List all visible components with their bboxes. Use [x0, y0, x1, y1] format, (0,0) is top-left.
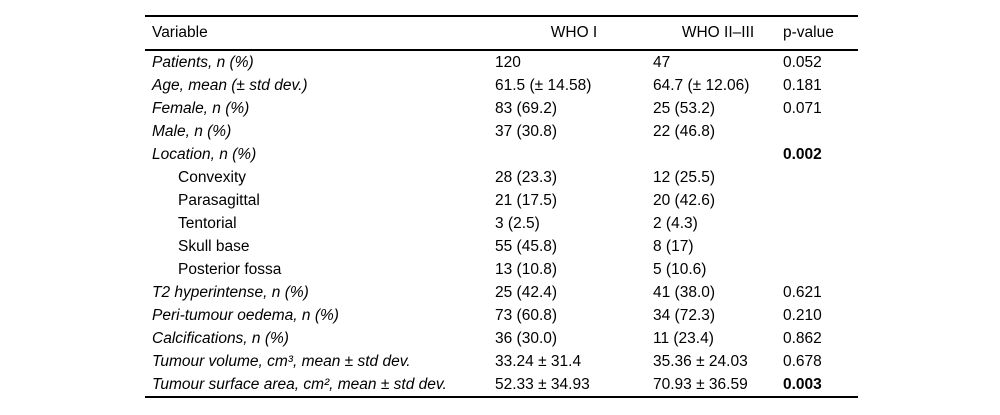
- who-ii-iii-cell: 47: [653, 53, 671, 71]
- table-body: Patients, n (%) 120 47 0.052 Age, mean (± st…: [145, 50, 858, 397]
- table-row: Peri-tumour oedema, n (%) 73 (60.8) 34 (72…: [145, 304, 858, 327]
- p-value-cell: [783, 166, 858, 189]
- table-header: Variable WHO I WHO II–III p-value: [145, 16, 858, 51]
- p-value-cell: 0.621: [783, 283, 822, 301]
- table-row: Male, n (%) 37 (30.8) 22 (46.8): [145, 120, 858, 143]
- table-row: Skull base 55 (45.8) 8 (17): [145, 235, 858, 258]
- variable-cell: Parasagittal: [178, 191, 260, 209]
- who-i-cell: 83 (69.2): [495, 99, 558, 117]
- table-row: Tentorial 3 (2.5) 2 (4.3): [145, 212, 858, 235]
- who-i-cell: 52.33 ± 34.93: [495, 375, 590, 393]
- header-p-value: p-value: [783, 16, 858, 51]
- table-row: Tumour surface area, cm², mean ± std dev…: [145, 373, 858, 397]
- variable-cell: Age, mean (± std dev.): [152, 76, 308, 94]
- variable-cell: Calcifications, n (%): [152, 329, 289, 347]
- p-value-cell: [783, 120, 858, 143]
- who-i-cell: 28 (23.3): [495, 168, 558, 186]
- who-i-cell: 61.5 (± 14.58): [495, 76, 592, 94]
- who-ii-iii-cell: 34 (72.3): [653, 306, 716, 324]
- header-row: Variable WHO I WHO II–III p-value: [145, 16, 858, 51]
- variable-cell: T2 hyperintense, n (%): [152, 283, 309, 301]
- table-row: Patients, n (%) 120 47 0.052: [145, 50, 858, 74]
- who-i-cell: 36 (30.0): [495, 329, 558, 347]
- table-row: Convexity 28 (23.3) 12 (25.5): [145, 166, 858, 189]
- table-row: Tumour volume, cm³, mean ± std dev. 33.24…: [145, 350, 858, 373]
- who-ii-iii-cell: 70.93 ± 36.59: [653, 375, 748, 393]
- p-value-cell: 0.210: [783, 306, 822, 324]
- variable-cell: Male, n (%): [152, 122, 232, 140]
- who-ii-iii-cell: 41 (38.0): [653, 283, 716, 301]
- p-value-cell: 0.862: [783, 329, 822, 347]
- table-row: Location, n (%) 0.002: [145, 143, 858, 166]
- who-ii-iii-cell: 11 (23.4): [653, 329, 714, 347]
- table-row: Parasagittal 21 (17.5) 20 (42.6): [145, 189, 858, 212]
- header-who-ii-iii: WHO II–III: [653, 16, 783, 51]
- who-i-cell: 21 (17.5): [495, 191, 558, 209]
- who-ii-iii-cell: 20 (42.6): [653, 191, 716, 209]
- variable-cell: Location, n (%): [152, 145, 257, 163]
- table-row: T2 hyperintense, n (%) 25 (42.4) 41 (38.0)…: [145, 281, 858, 304]
- who-i-cell: 25 (42.4): [495, 283, 558, 301]
- clinical-characteristics-table: Variable WHO I WHO II–III p-value Patien…: [145, 15, 858, 398]
- who-ii-iii-cell: 25 (53.2): [653, 99, 716, 117]
- who-ii-iii-cell: 5 (10.6): [653, 260, 707, 278]
- p-value-cell: [783, 235, 858, 258]
- table-row: Posterior fossa 13 (10.8) 5 (10.6): [145, 258, 858, 281]
- who-ii-iii-cell: 64.7 (± 12.06): [653, 76, 750, 94]
- who-ii-iii-cell: 8 (17): [653, 237, 694, 255]
- variable-cell: Posterior fossa: [178, 260, 282, 278]
- who-ii-iii-cell: 35.36 ± 24.03: [653, 352, 748, 370]
- header-who-i: WHO I: [495, 16, 653, 51]
- who-i-cell: 120: [495, 53, 521, 71]
- who-ii-iii-cell: 12 (25.5): [653, 168, 716, 186]
- who-i-cell: [495, 143, 653, 166]
- who-i-cell: 13 (10.8): [495, 260, 558, 278]
- p-value-cell: [783, 212, 858, 235]
- p-value-cell: 0.003: [783, 375, 822, 393]
- who-ii-iii-cell: [653, 143, 783, 166]
- who-ii-iii-cell: 22 (46.8): [653, 122, 716, 140]
- variable-cell: Tumour surface area, cm², mean ± std dev…: [152, 375, 447, 393]
- p-value-cell: [783, 258, 858, 281]
- variable-cell: Tumour volume, cm³, mean ± std dev.: [152, 352, 411, 370]
- p-value-cell: [783, 189, 858, 212]
- who-i-cell: 37 (30.8): [495, 122, 558, 140]
- p-value-cell: 0.181: [783, 76, 822, 94]
- variable-cell: Patients, n (%): [152, 53, 254, 71]
- p-value-cell: 0.071: [783, 99, 822, 117]
- variable-cell: Skull base: [178, 237, 250, 255]
- variable-cell: Female, n (%): [152, 99, 250, 117]
- table-row: Age, mean (± std dev.) 61.5 (± 14.58) 64.7…: [145, 74, 858, 97]
- variable-cell: Peri-tumour oedema, n (%): [152, 306, 339, 324]
- who-i-cell: 3 (2.5): [495, 214, 540, 232]
- table-row: Calcifications, n (%) 36 (30.0) 11 (23.4) 0…: [145, 327, 858, 350]
- p-value-cell: 0.052: [783, 53, 822, 71]
- p-value-cell: 0.002: [783, 145, 822, 163]
- who-ii-iii-cell: 2 (4.3): [653, 214, 698, 232]
- who-i-cell: 33.24 ± 31.4: [495, 352, 582, 370]
- who-i-cell: 73 (60.8): [495, 306, 558, 324]
- who-i-cell: 55 (45.8): [495, 237, 558, 255]
- p-value-cell: 0.678: [783, 352, 822, 370]
- header-variable: Variable: [145, 16, 495, 51]
- table-row: Female, n (%) 83 (69.2) 25 (53.2) 0.071: [145, 97, 858, 120]
- variable-cell: Convexity: [178, 168, 247, 186]
- variable-cell: Tentorial: [178, 214, 237, 232]
